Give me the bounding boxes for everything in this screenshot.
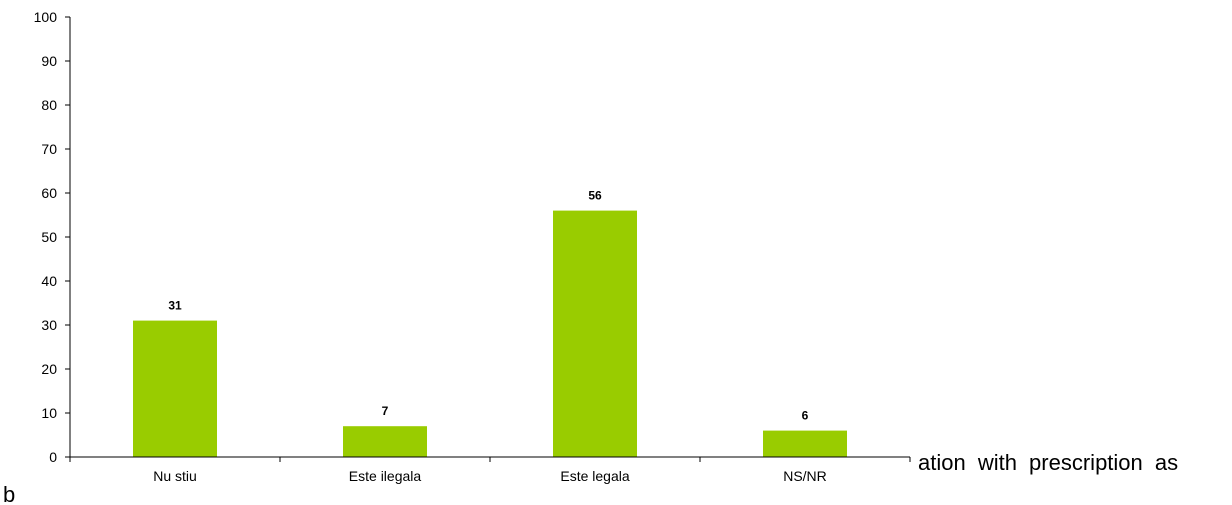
bars [133, 210, 847, 457]
bar [343, 426, 427, 457]
document-text-line: b [3, 482, 16, 505]
y-tick-label: 70 [41, 141, 57, 157]
data-label: 6 [802, 409, 809, 423]
bar [553, 210, 637, 457]
bar [133, 320, 217, 457]
y-tick-label: 30 [41, 317, 57, 333]
x-tick-label: Nu stiu [153, 468, 197, 484]
y-tick-label: 50 [41, 229, 57, 245]
data-labels: 31 7 56 6 [168, 189, 808, 423]
y-tick-label: 40 [41, 273, 57, 289]
data-label: 31 [168, 299, 182, 313]
y-tick-label: 20 [41, 361, 57, 377]
data-label: 7 [382, 404, 389, 418]
x-axis-ticks: Nu stiu Este ilegala Este legala NS/NR [69, 457, 911, 484]
document-text-line: ation with prescription as [918, 450, 1179, 475]
x-tick-label: NS/NR [783, 468, 827, 484]
y-tick-label: 10 [41, 405, 57, 421]
y-tick-label: 100 [34, 9, 58, 25]
y-tick-label: 90 [41, 53, 57, 69]
data-label: 56 [588, 189, 602, 203]
y-tick-label: 80 [41, 97, 57, 113]
x-tick-label: Este legala [560, 468, 629, 484]
x-tick-label: Este ilegala [349, 468, 422, 484]
y-axis-ticks: 0 10 20 30 40 50 60 70 80 90 100 [34, 9, 70, 465]
y-tick-label: 0 [49, 449, 57, 465]
bar [763, 430, 847, 457]
y-tick-label: 60 [41, 185, 57, 201]
